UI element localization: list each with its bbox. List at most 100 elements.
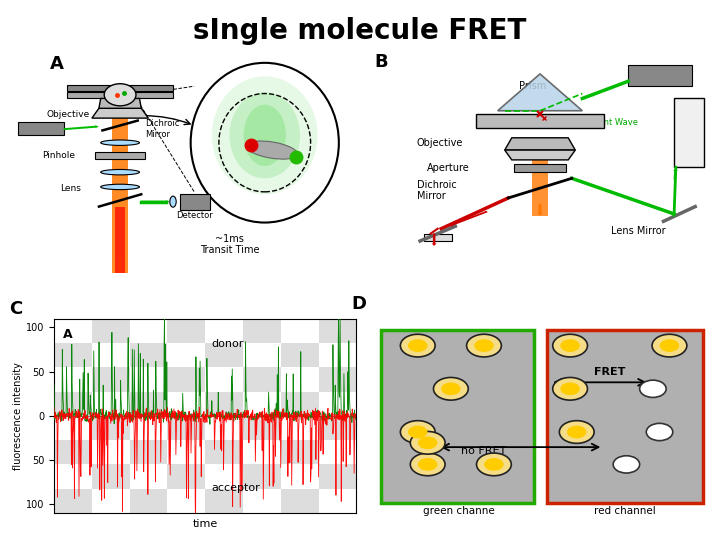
Bar bbox=[243, 367, 281, 392]
Bar bbox=[54, 343, 92, 367]
Bar bbox=[674, 98, 704, 167]
Text: Objective: Objective bbox=[46, 110, 89, 119]
Circle shape bbox=[433, 377, 468, 400]
Text: C: C bbox=[9, 300, 22, 318]
Bar bbox=[67, 85, 173, 91]
Text: Aperture: Aperture bbox=[427, 164, 470, 173]
Bar bbox=[54, 294, 92, 319]
Bar bbox=[513, 164, 567, 172]
Bar bbox=[130, 294, 167, 319]
Bar bbox=[130, 319, 167, 343]
Ellipse shape bbox=[212, 76, 318, 194]
Ellipse shape bbox=[230, 92, 300, 178]
Bar bbox=[243, 343, 281, 367]
Text: Detector: Detector bbox=[176, 211, 213, 220]
FancyArrow shape bbox=[449, 211, 487, 226]
Bar bbox=[243, 464, 281, 489]
Bar bbox=[92, 464, 130, 489]
Circle shape bbox=[660, 339, 679, 352]
Bar bbox=[319, 392, 356, 416]
Bar bbox=[92, 416, 130, 440]
Text: sIngle molecule FRET: sIngle molecule FRET bbox=[193, 17, 527, 45]
Text: ~1ms
Transit Time: ~1ms Transit Time bbox=[199, 234, 259, 255]
Polygon shape bbox=[92, 109, 148, 118]
Circle shape bbox=[474, 339, 494, 352]
Bar bbox=[18, 122, 63, 136]
Text: A: A bbox=[50, 55, 63, 73]
Bar bbox=[130, 440, 167, 464]
Polygon shape bbox=[112, 98, 128, 273]
Bar bbox=[205, 416, 243, 440]
Bar bbox=[130, 416, 167, 440]
Ellipse shape bbox=[243, 105, 286, 166]
Bar bbox=[281, 294, 319, 319]
Bar bbox=[130, 343, 167, 367]
Bar bbox=[130, 367, 167, 392]
Bar bbox=[356, 440, 395, 464]
Circle shape bbox=[652, 334, 687, 357]
Bar bbox=[54, 367, 92, 392]
Bar bbox=[205, 319, 243, 343]
Circle shape bbox=[400, 421, 435, 443]
Bar bbox=[356, 367, 395, 392]
Bar bbox=[547, 330, 703, 503]
Polygon shape bbox=[532, 160, 548, 217]
Bar bbox=[382, 330, 534, 503]
Bar bbox=[281, 319, 319, 343]
Circle shape bbox=[553, 334, 588, 357]
Text: red channel: red channel bbox=[594, 506, 656, 516]
Text: D: D bbox=[351, 295, 366, 313]
FancyArrow shape bbox=[63, 125, 99, 130]
Bar bbox=[167, 416, 205, 440]
Circle shape bbox=[408, 426, 428, 438]
Circle shape bbox=[418, 436, 438, 449]
Bar bbox=[92, 319, 130, 343]
Bar bbox=[67, 92, 173, 98]
Circle shape bbox=[467, 334, 501, 357]
Bar bbox=[319, 294, 356, 319]
Bar bbox=[167, 489, 205, 513]
Bar bbox=[319, 489, 356, 513]
Bar bbox=[205, 440, 243, 464]
Ellipse shape bbox=[101, 170, 140, 175]
Text: Laser: Laser bbox=[28, 125, 53, 134]
Bar bbox=[54, 464, 92, 489]
Bar bbox=[356, 416, 395, 440]
Bar bbox=[54, 392, 92, 416]
Bar bbox=[205, 464, 243, 489]
Text: Laser: Laser bbox=[637, 71, 664, 82]
Bar bbox=[205, 392, 243, 416]
Ellipse shape bbox=[170, 196, 176, 207]
Bar bbox=[167, 294, 205, 319]
Bar bbox=[356, 343, 395, 367]
Bar bbox=[92, 367, 130, 392]
Text: Objective: Objective bbox=[416, 138, 463, 148]
Bar bbox=[281, 489, 319, 513]
Bar bbox=[243, 294, 281, 319]
Bar bbox=[356, 464, 395, 489]
Bar bbox=[167, 367, 205, 392]
Bar bbox=[205, 367, 243, 392]
Text: FRET: FRET bbox=[594, 367, 626, 377]
Bar bbox=[54, 416, 92, 440]
Bar bbox=[628, 65, 692, 86]
Bar bbox=[92, 343, 130, 367]
Bar bbox=[92, 294, 130, 319]
Text: Dichroic
Mirror: Dichroic Mirror bbox=[416, 180, 456, 201]
Polygon shape bbox=[99, 98, 141, 109]
Bar bbox=[281, 367, 319, 392]
Bar bbox=[356, 319, 395, 343]
FancyArrow shape bbox=[537, 204, 543, 215]
FancyArrow shape bbox=[673, 168, 678, 180]
Bar bbox=[95, 152, 145, 159]
Bar bbox=[243, 392, 281, 416]
Text: A: A bbox=[63, 328, 73, 341]
Ellipse shape bbox=[191, 63, 339, 222]
Polygon shape bbox=[498, 74, 582, 111]
Circle shape bbox=[553, 377, 588, 400]
Circle shape bbox=[410, 431, 445, 454]
Bar bbox=[92, 440, 130, 464]
Polygon shape bbox=[505, 150, 575, 160]
Bar bbox=[243, 319, 281, 343]
FancyArrow shape bbox=[432, 234, 436, 246]
